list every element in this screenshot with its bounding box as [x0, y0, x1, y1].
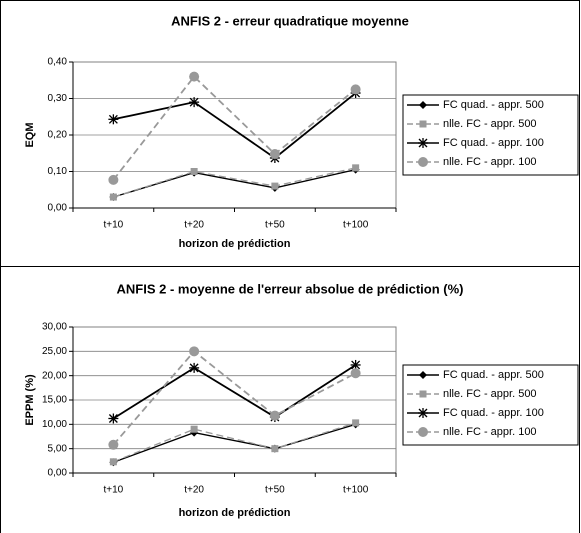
- y-tick-label: 15,00: [42, 395, 67, 406]
- y-tick-label: 5,00: [48, 443, 68, 454]
- data-point: [109, 193, 117, 201]
- x-tick-label: t+10: [104, 220, 124, 231]
- data-point: [271, 182, 279, 190]
- legend: [402, 364, 579, 446]
- x-tick-label: t+10: [104, 485, 124, 496]
- y-tick-label: 0,40: [48, 57, 68, 68]
- data-point: [350, 359, 361, 370]
- data-point: [350, 368, 361, 379]
- data-point: [352, 419, 360, 427]
- legend-marker: [419, 101, 427, 109]
- x-tick-label: t+100: [343, 220, 369, 231]
- legend-marker: [419, 390, 427, 398]
- y-axis-title: EQM: [24, 122, 36, 147]
- series-line: [112, 350, 357, 446]
- legend-label: nlle. FC - appr. 100: [443, 156, 537, 168]
- chart-title: ANFIS 2 - erreur quadratique moyenne: [171, 13, 409, 28]
- series-line: [112, 75, 357, 181]
- legend: [402, 94, 579, 176]
- y-tick-label: 10,00: [42, 419, 67, 430]
- x-tick-label: t+20: [184, 485, 204, 496]
- y-tick-label: 0,00: [48, 203, 68, 214]
- data-point: [189, 346, 200, 357]
- data-point: [352, 164, 360, 172]
- y-tick-label: 0,10: [48, 166, 68, 177]
- y-tick-label: 0,30: [48, 93, 68, 104]
- x-axis-title: horizon de prédiction: [179, 507, 291, 519]
- data-point: [108, 439, 119, 450]
- chart-title: ANFIS 2 - moyenne de l'erreur absolue de…: [117, 281, 464, 296]
- data-point: [190, 168, 198, 175]
- legend-marker: [419, 120, 427, 128]
- x-tick-label: t+50: [265, 220, 285, 231]
- y-tick-label: 0,20: [48, 130, 68, 141]
- series-line: [112, 364, 357, 420]
- legend-marker: [418, 157, 428, 167]
- legend-label: FC quad. - appr. 500: [443, 99, 544, 111]
- y-tick-label: 25,00: [42, 346, 67, 357]
- data-point: [271, 445, 279, 453]
- legend-label: FC quad. - appr. 100: [443, 137, 544, 149]
- x-tick-label: t+50: [265, 485, 285, 496]
- series-line: [113, 167, 356, 198]
- series-line: [113, 423, 356, 463]
- data-point: [269, 410, 280, 421]
- legend-label: FC quad. - appr. 500: [443, 369, 544, 381]
- x-tick-label: t+100: [343, 485, 369, 496]
- legend-marker: [418, 408, 428, 418]
- series-line: [113, 92, 357, 160]
- legend-label: nlle. FC - appr. 500: [443, 118, 537, 130]
- data-point: [189, 362, 200, 373]
- data-point: [108, 413, 119, 424]
- data-point: [190, 425, 198, 433]
- legend-marker: [419, 371, 427, 379]
- data-point: [108, 114, 119, 125]
- series-line: [113, 169, 356, 198]
- x-tick-label: t+20: [184, 220, 204, 231]
- data-point: [189, 71, 200, 82]
- legend-label: FC quad. - appr. 100: [443, 407, 544, 419]
- series-line: [113, 422, 356, 463]
- data-point: [350, 84, 361, 95]
- legend-label: nlle. FC - appr. 100: [443, 426, 537, 438]
- data-point: [108, 174, 119, 185]
- data-point: [109, 458, 117, 466]
- y-axis-title: EPPM (%): [24, 374, 36, 426]
- data-point: [189, 97, 200, 108]
- y-tick-label: 20,00: [42, 370, 67, 381]
- legend-marker: [418, 138, 428, 148]
- y-tick-label: 0,00: [48, 468, 68, 479]
- legend-marker: [418, 427, 428, 437]
- data-point: [269, 148, 280, 159]
- x-axis-title: horizon de prédiction: [179, 238, 291, 250]
- y-tick-label: 30,00: [42, 322, 67, 333]
- legend-label: nlle. FC - appr. 500: [443, 388, 537, 400]
